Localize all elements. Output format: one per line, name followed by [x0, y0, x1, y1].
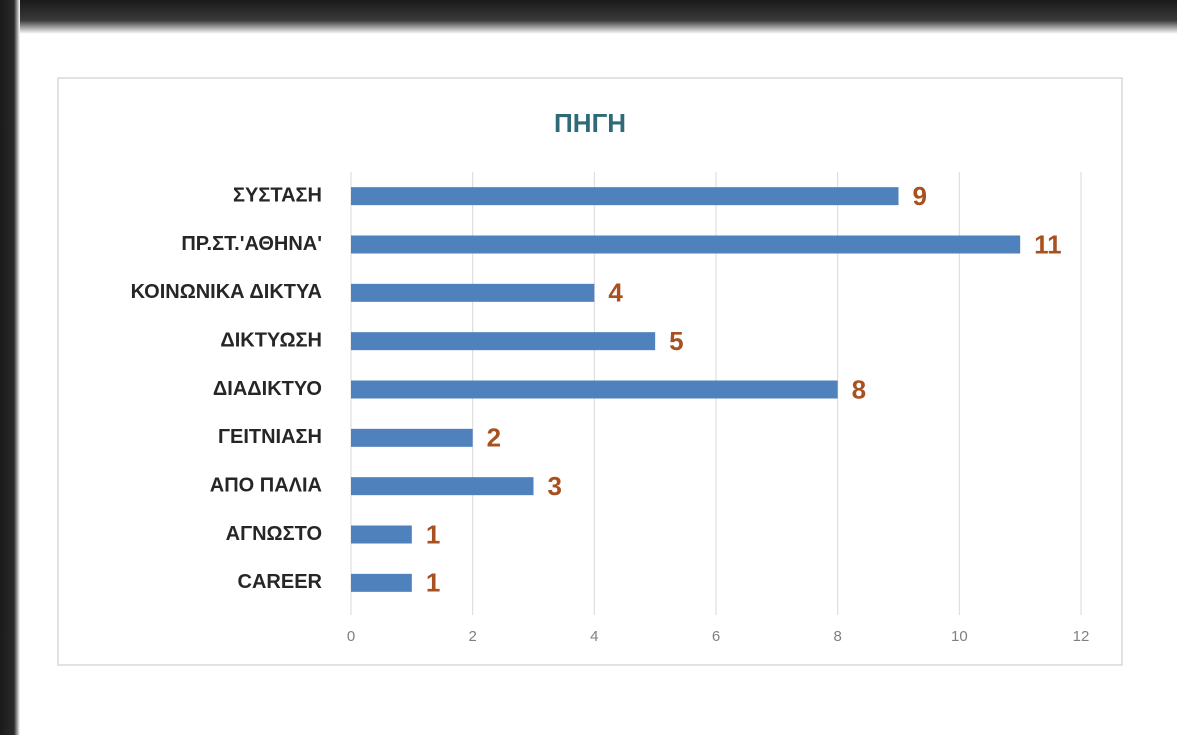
data-label: 2 — [487, 423, 501, 453]
y-tick-label: ΠΡ.ΣΤ.'ΑΘΗΝΑ' — [181, 233, 322, 255]
y-tick-label: CAREER — [238, 571, 323, 593]
x-tick-label: 0 — [347, 628, 355, 645]
bar — [351, 283, 595, 302]
data-label: 9 — [913, 181, 927, 211]
x-tick-label: 8 — [833, 628, 841, 645]
bar — [351, 187, 899, 206]
y-tick-label: ΑΓΝΩΣΤΟ — [226, 523, 322, 545]
data-label: 1 — [426, 568, 440, 598]
left-shadow — [0, 0, 20, 735]
bar — [351, 477, 534, 496]
top-shadow — [0, 0, 1177, 34]
x-tick-label: 4 — [590, 628, 598, 645]
chart-title: ΠΗΓΗ — [554, 108, 626, 138]
bar — [351, 380, 838, 399]
y-tick-label: ΔΙΚΤΥΩΣΗ — [220, 329, 322, 351]
x-tick-label: 12 — [1073, 628, 1090, 645]
bar — [351, 235, 1021, 254]
bar — [351, 573, 412, 592]
data-label: 3 — [548, 471, 562, 501]
x-tick-label: 6 — [712, 628, 720, 645]
y-tick-label: ΚΟΙΝΩΝΙΚΑ ΔΙΚΤΥΑ — [131, 281, 322, 303]
y-tick-label: ΔΙΑΔΙΚΤΥΟ — [213, 378, 322, 400]
chart-frame — [57, 77, 1123, 666]
bar — [351, 332, 656, 351]
x-tick-label: 10 — [951, 628, 968, 645]
data-label: 4 — [608, 278, 623, 308]
y-tick-label: ΣΥΣΤΑΣΗ — [233, 184, 322, 206]
x-tick-label: 2 — [468, 628, 476, 645]
y-tick-label: ΓΕΙΤΝΙΑΣΗ — [218, 426, 322, 448]
data-label: 11 — [1034, 229, 1062, 259]
data-label: 8 — [852, 374, 866, 404]
data-label: 5 — [669, 326, 683, 356]
bar — [351, 525, 412, 544]
data-label: 1 — [426, 519, 440, 549]
bar — [351, 428, 473, 447]
y-tick-label: ΑΠΟ ΠΑΛΙΑ — [210, 474, 322, 496]
